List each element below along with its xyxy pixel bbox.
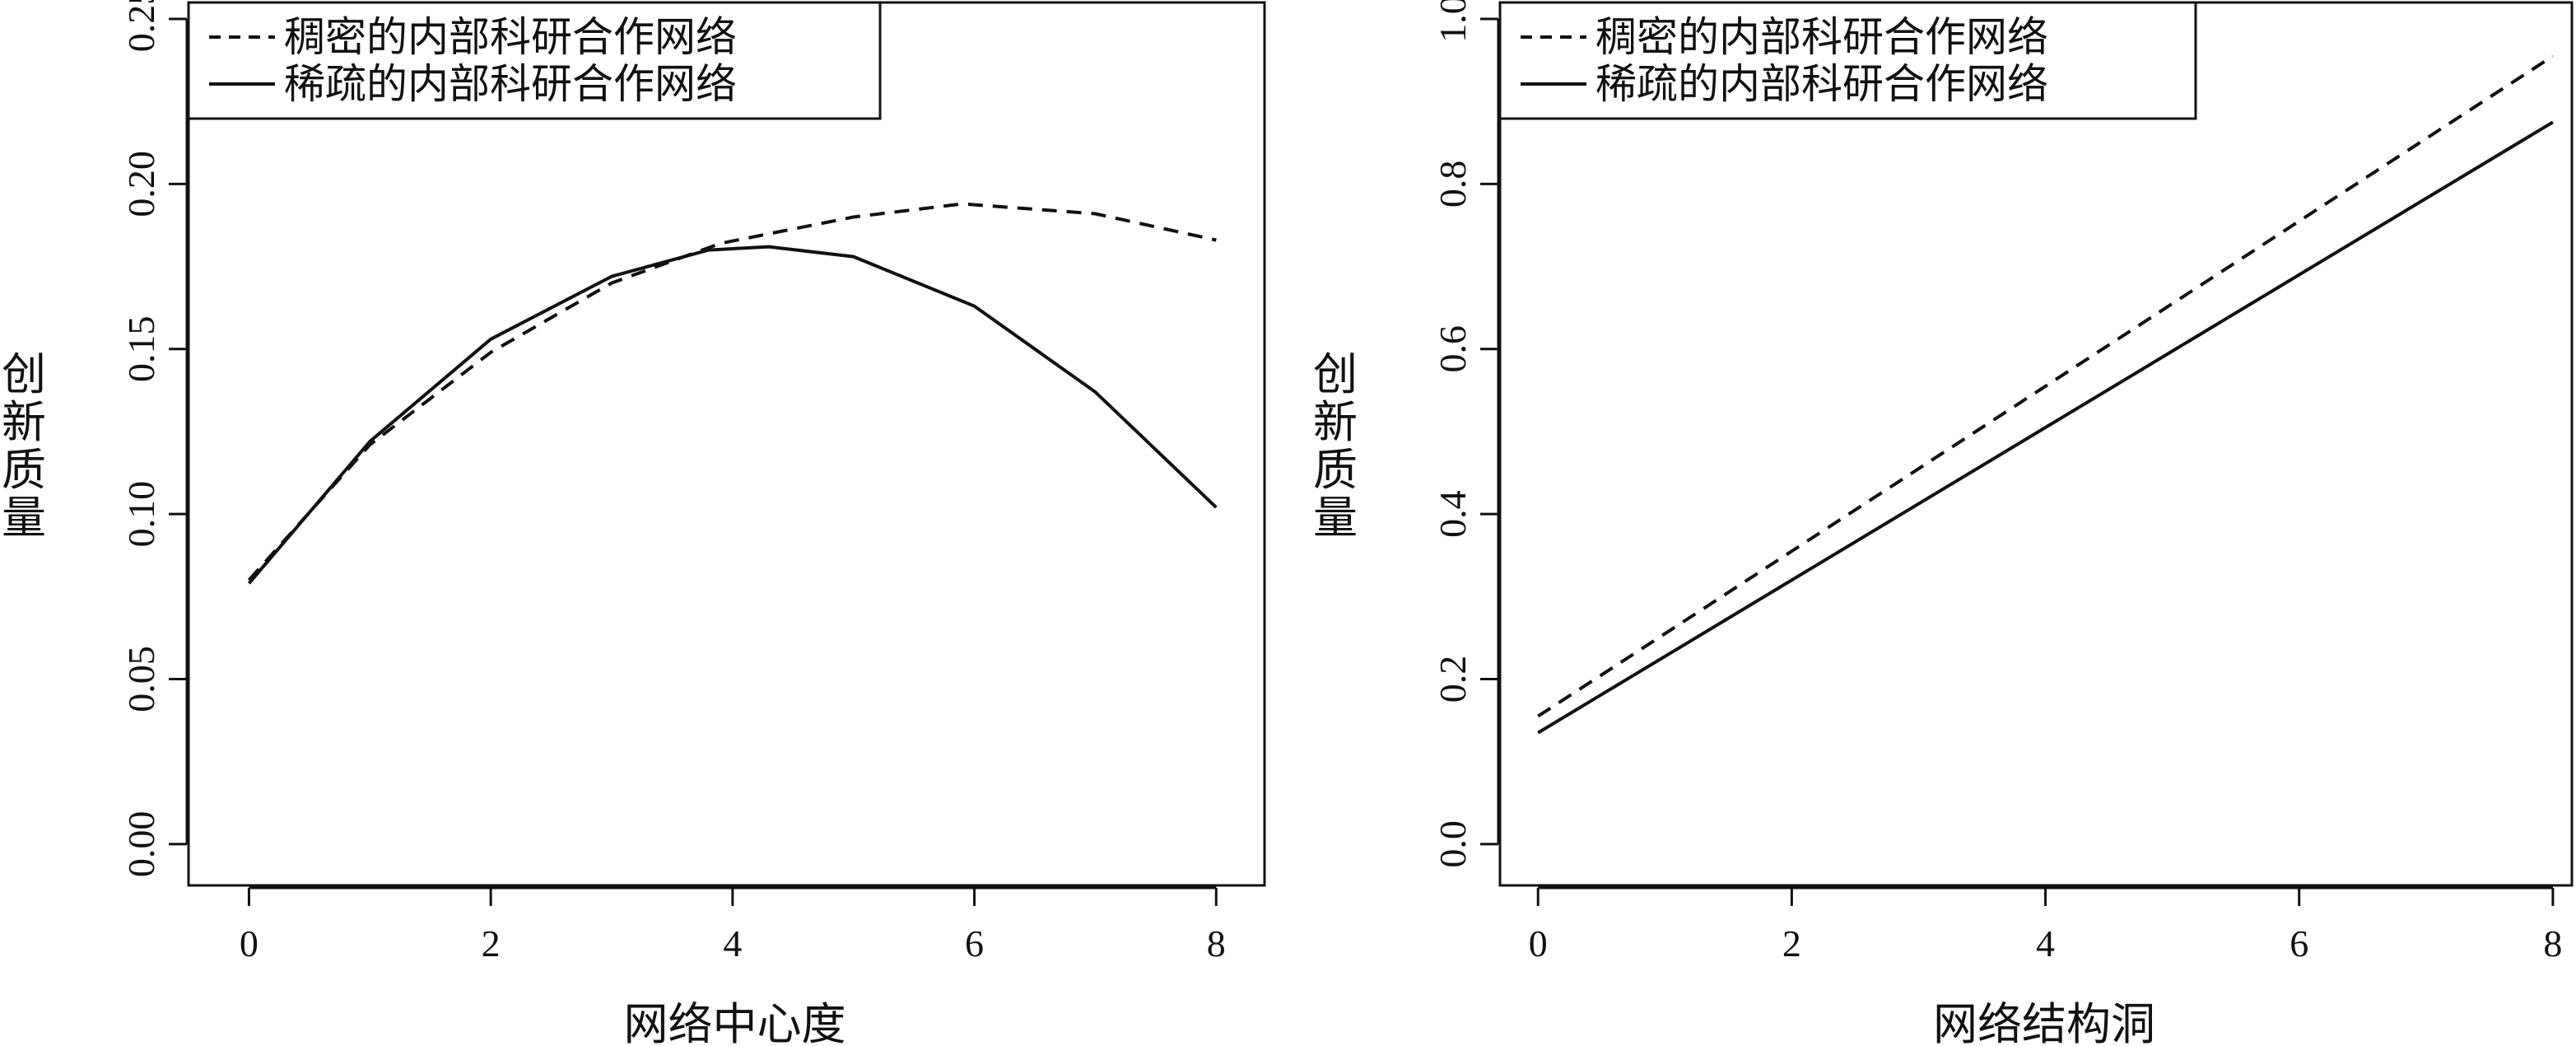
y-tick-label: 0.05 (120, 646, 162, 712)
x-axis-title: 网络结构洞 (1933, 1000, 2155, 1046)
x-axis-title: 网络中心度 (624, 1000, 846, 1046)
y-tick-label: 0.25 (120, 0, 162, 52)
x-tick-label: 6 (2290, 922, 2308, 964)
y-tick-label: 0.6 (1432, 325, 1474, 373)
y-tick-label: 0.20 (120, 151, 162, 217)
y-axis-title: 创新质量 (1313, 350, 1358, 543)
legend-label-2: 稀疏的内部科研合作网络 (284, 61, 737, 107)
x-tick-label: 8 (1207, 922, 1226, 964)
x-tick-label: 0 (1529, 922, 1548, 964)
series-line-1 (1537, 54, 2554, 718)
x-tick-label: 8 (2543, 922, 2562, 964)
chart-panel-2: 0 2 4 6 8 网络结构洞 0.0 0.2 0.4 0.6 0.8 1.0 创新质量 稠密的内部科研合… (1313, 0, 2574, 1046)
y-tick-label: 0.2 (1432, 656, 1474, 703)
y-tick-label: 0.15 (120, 316, 162, 383)
x-tick-label: 2 (482, 922, 501, 964)
y-tick-label: 1.0 (1432, 0, 1474, 43)
chart-panel-1: 0 2 4 6 8 网络中心度 0.00 0.05 0.10 0.15 0.20 0.25 创新质量 稠密… (2, 0, 1266, 1046)
legend-label-1: 稠密的内部科研合作网络 (1595, 14, 2048, 60)
plot-frame (187, 1, 1266, 887)
legend-box (1498, 1, 2197, 120)
x-tick-label: 2 (1782, 922, 1801, 964)
legend-label-2: 稀疏的内部科研合作网络 (1595, 61, 2048, 107)
x-tick-label: 4 (723, 922, 742, 964)
x-tick-label: 6 (965, 922, 984, 964)
series-line-2 (1537, 120, 2554, 735)
legend-label-1: 稠密的内部科研合作网络 (284, 14, 737, 60)
x-tick-label: 0 (240, 922, 259, 964)
plot-frame (1498, 1, 2574, 887)
y-tick-label: 0.4 (1432, 490, 1474, 538)
y-tick-label: 0.00 (120, 811, 162, 878)
series-line-2 (247, 245, 1218, 585)
y-tick-label: 0.10 (120, 481, 162, 548)
legend-box (187, 1, 882, 120)
x-tick-label: 4 (2036, 922, 2055, 964)
y-axis-title: 创新质量 (2, 350, 46, 543)
y-tick-label: 0.8 (1432, 161, 1474, 208)
y-tick-label: 0.0 (1432, 820, 1474, 868)
series-line-1 (247, 202, 1217, 581)
